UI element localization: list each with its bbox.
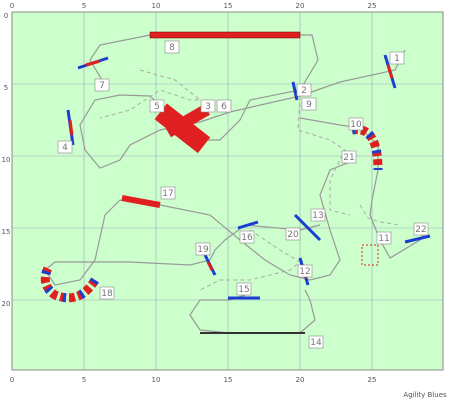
bottom-tick-label: 20 bbox=[296, 376, 305, 384]
obstacle-number: 20 bbox=[287, 230, 299, 240]
obstacle-number: 2 bbox=[301, 86, 307, 96]
label-box bbox=[285, 227, 301, 241]
obstacle-number: 13 bbox=[312, 211, 323, 221]
left-tick-label: 10 bbox=[2, 156, 11, 164]
jumps bbox=[66, 54, 431, 300]
obstacle-number: 3 bbox=[205, 102, 211, 112]
obstacle-number: 18 bbox=[101, 289, 113, 299]
weave-11 bbox=[361, 244, 379, 266]
top-tick-label: 5 bbox=[82, 2, 86, 10]
label-box bbox=[389, 51, 405, 65]
obstacle-number: 1 bbox=[394, 54, 400, 64]
top-tick-label: 20 bbox=[296, 2, 305, 10]
bottom-tick-label: 0 bbox=[10, 376, 14, 384]
obstacle-number: 7 bbox=[99, 81, 105, 91]
obstacle-number: 5 bbox=[154, 102, 160, 112]
bottom-tick-label: 5 bbox=[82, 376, 86, 384]
tunnel-6 bbox=[164, 104, 210, 138]
obstacle-number: 11 bbox=[378, 234, 389, 244]
tunnel-18 bbox=[40, 266, 99, 303]
label-box bbox=[57, 140, 73, 154]
bottom-tick-label: 15 bbox=[224, 376, 233, 384]
label-box bbox=[149, 99, 165, 113]
obstacle-number: 22 bbox=[415, 225, 426, 235]
label-box bbox=[348, 117, 364, 131]
bottom-tick-label: 10 bbox=[152, 376, 161, 384]
obstacle-number: 14 bbox=[310, 338, 322, 348]
left-tick-label: 0 bbox=[4, 12, 8, 20]
top-tick-label: 15 bbox=[224, 2, 233, 10]
left-tick-label: 5 bbox=[4, 84, 8, 92]
label-box bbox=[195, 242, 211, 256]
obstacle-number: 8 bbox=[169, 43, 175, 53]
tunnel-17 bbox=[121, 195, 161, 208]
obstacle-number: 15 bbox=[238, 285, 249, 295]
label-box bbox=[341, 150, 357, 164]
field bbox=[11, 11, 444, 371]
obstacle-number: 16 bbox=[241, 233, 253, 243]
label-box bbox=[216, 99, 232, 113]
label-box bbox=[94, 78, 110, 92]
label-box bbox=[164, 40, 180, 54]
obstacle-number: 4 bbox=[62, 143, 68, 153]
label-box bbox=[301, 97, 317, 111]
obstacle-number: 10 bbox=[350, 120, 362, 130]
label-box bbox=[239, 230, 255, 244]
label-box bbox=[160, 186, 176, 200]
label-box bbox=[297, 264, 313, 278]
bottom-tick-label: 25 bbox=[368, 376, 377, 384]
label-box bbox=[310, 208, 326, 222]
obstacle-number: 6 bbox=[221, 102, 227, 112]
top-tick-label: 10 bbox=[152, 2, 161, 10]
label-box bbox=[99, 286, 115, 300]
top-tick-label: 0 bbox=[10, 2, 14, 10]
obstacle-number: 12 bbox=[299, 267, 310, 277]
label-box bbox=[236, 282, 252, 296]
obstacle-number: 9 bbox=[306, 100, 312, 110]
label-box bbox=[413, 222, 429, 236]
label-box bbox=[376, 231, 392, 245]
obstacle-number: 21 bbox=[343, 153, 354, 163]
obstacle-number: 19 bbox=[197, 245, 209, 255]
footer: Agility Blues bbox=[403, 391, 447, 399]
left-tick-label: 15 bbox=[2, 228, 11, 236]
label-box bbox=[308, 335, 324, 349]
left-tick-label: 20 bbox=[2, 300, 11, 308]
label-box bbox=[296, 83, 312, 97]
tunnel-8 bbox=[149, 31, 301, 39]
label-box bbox=[200, 99, 216, 113]
top-tick-label: 25 bbox=[368, 2, 377, 10]
obstacle-number: 17 bbox=[162, 189, 173, 199]
